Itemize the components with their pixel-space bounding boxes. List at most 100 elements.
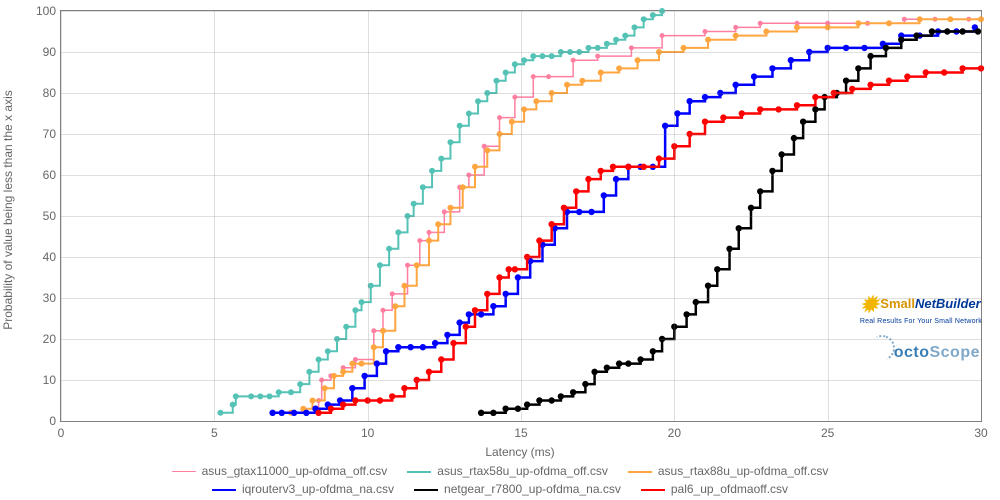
plot-area: 0102030405060708090100051015202530 xyxy=(60,10,982,422)
series-marker xyxy=(444,332,450,338)
gridline-v xyxy=(674,11,675,421)
series-marker xyxy=(561,205,567,211)
series-marker xyxy=(843,45,849,51)
series-marker xyxy=(855,20,861,26)
series-marker xyxy=(788,57,794,63)
legend-label: netgear_r7800_up-ofdma_na.csv xyxy=(444,482,621,496)
series-marker xyxy=(849,86,855,92)
series-marker xyxy=(420,344,426,350)
series-marker xyxy=(622,33,628,39)
series-marker xyxy=(726,246,732,252)
series-marker xyxy=(276,389,282,395)
series-marker xyxy=(447,139,453,145)
series-marker xyxy=(751,73,757,79)
series-marker xyxy=(230,402,236,408)
series-marker xyxy=(812,94,818,100)
series-marker xyxy=(941,69,947,75)
series-marker xyxy=(484,147,490,153)
series-marker xyxy=(401,385,407,391)
xtick-label: 0 xyxy=(58,426,65,440)
series-marker xyxy=(613,176,619,182)
series-marker xyxy=(395,229,401,235)
series-marker xyxy=(616,65,622,71)
series-marker xyxy=(484,291,490,297)
series-marker xyxy=(352,397,358,403)
series-marker xyxy=(714,266,720,272)
series-marker xyxy=(947,16,953,22)
series-marker xyxy=(757,188,763,194)
series-marker xyxy=(637,356,643,362)
gridline-v xyxy=(981,11,982,421)
series-marker xyxy=(524,401,530,407)
series-marker xyxy=(531,74,536,79)
series-marker xyxy=(616,360,622,366)
series-marker xyxy=(904,73,910,79)
gridline-v xyxy=(368,11,369,421)
xtick-label: 20 xyxy=(668,426,681,440)
chart-container: Probability of value being less than the… xyxy=(0,0,1000,500)
legend-swatch xyxy=(414,489,438,491)
series-marker xyxy=(390,291,395,296)
series-marker xyxy=(595,45,601,51)
series-marker xyxy=(405,263,410,268)
series-marker xyxy=(883,45,889,51)
series-marker xyxy=(325,348,331,354)
series-marker xyxy=(383,348,389,354)
series-marker xyxy=(959,65,965,71)
legend-item[interactable]: pal6_up_ofdmaoff.csv xyxy=(641,480,788,498)
series-marker xyxy=(625,360,631,366)
series-marker xyxy=(640,164,646,170)
series-marker xyxy=(411,201,417,207)
series-marker xyxy=(442,209,447,214)
series-marker xyxy=(959,28,965,34)
legend-item[interactable]: asus_rtax88u_up-ofdma_off.csv xyxy=(628,462,829,480)
series-marker xyxy=(490,410,496,416)
series-marker xyxy=(944,28,950,34)
gridline-v xyxy=(214,11,215,421)
series-marker xyxy=(705,37,711,43)
series-marker xyxy=(359,299,365,305)
series-marker xyxy=(426,369,432,375)
series-marker xyxy=(438,356,444,362)
series-marker xyxy=(490,303,496,309)
series-marker xyxy=(548,397,554,403)
series-marker xyxy=(913,32,919,38)
series-marker xyxy=(610,164,616,170)
series-marker xyxy=(493,78,499,84)
series-marker xyxy=(598,70,604,76)
legend-swatch xyxy=(212,489,236,491)
series-marker xyxy=(267,393,273,399)
series-marker xyxy=(429,168,435,174)
series-marker xyxy=(778,151,784,157)
legend-item[interactable]: iqrouterv3_up-ofdma_na.csv xyxy=(212,480,394,498)
series-marker xyxy=(604,41,610,47)
series-marker xyxy=(371,344,377,350)
series-marker xyxy=(579,78,585,84)
legend-item[interactable]: asus_gtax11000_up-ofdma_off.csv xyxy=(172,462,388,480)
series-marker xyxy=(303,410,309,416)
series-marker xyxy=(502,291,508,297)
bee-icon: ✹ xyxy=(860,292,878,317)
legend-item[interactable]: netgear_r7800_up-ofdma_na.csv xyxy=(414,480,621,498)
xtick-label: 30 xyxy=(974,426,987,440)
series-marker xyxy=(812,106,818,112)
legend-item[interactable]: asus_rtax58u_up-ofdma_off.csv xyxy=(407,462,608,480)
series-marker xyxy=(546,74,551,79)
series-marker xyxy=(886,20,892,26)
series-marker xyxy=(549,53,555,59)
series-marker xyxy=(739,110,745,116)
series-marker xyxy=(435,221,441,227)
ytick-label: 10 xyxy=(26,373,56,387)
series-marker xyxy=(288,389,294,395)
series-marker xyxy=(279,410,285,416)
series-marker xyxy=(898,37,904,43)
gridline-v xyxy=(521,11,522,421)
series-marker xyxy=(585,45,591,51)
series-marker xyxy=(791,135,797,141)
series-marker xyxy=(497,115,502,120)
series-marker xyxy=(601,192,607,198)
series-marker xyxy=(438,156,444,162)
series-marker xyxy=(359,361,365,367)
ytick-label: 0 xyxy=(26,414,56,428)
series-marker xyxy=(733,25,738,30)
